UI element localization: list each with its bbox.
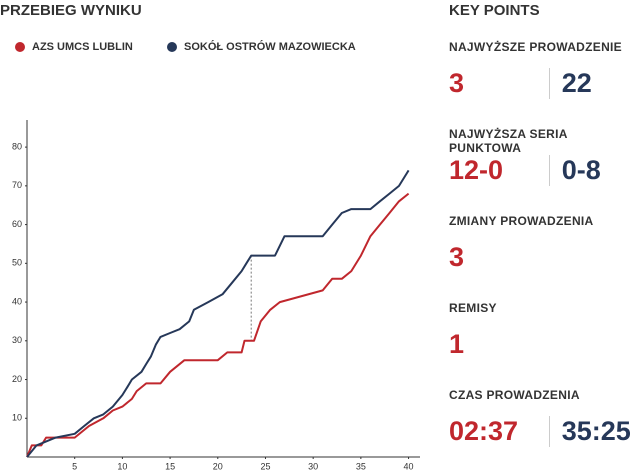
x-tick-label: 20 <box>213 461 223 471</box>
key-point-value: 35:25 <box>548 415 640 447</box>
key-point: REMISY 1 <box>449 301 640 388</box>
x-tick-label: 35 <box>356 461 366 471</box>
key-point-value: 22 <box>548 67 640 99</box>
x-tick-label: 40 <box>404 461 414 471</box>
key-point-value: 02:37 <box>449 415 519 446</box>
y-tick-label: 80 <box>12 141 22 151</box>
key-point-label: ZMIANY PROWADZENIA <box>449 214 594 228</box>
key-point-values: 12-0 0-8 <box>449 147 640 193</box>
series-line <box>26 192 410 458</box>
x-tick-label: 5 <box>72 461 77 471</box>
y-tick-label: 60 <box>12 219 22 229</box>
y-tick-label: 50 <box>12 258 22 268</box>
key-point-values: 3 <box>449 234 640 280</box>
key-point: CZAS PROWADZENIA 02:37 35:25 <box>449 388 640 475</box>
key-point: NAJWYŻSZA SERIA PUNKTOWA 12-0 0-8 <box>449 127 640 214</box>
key-point-label: NAJWYŻSZA SERIA PUNKTOWA <box>449 127 568 155</box>
key-point-values: 1 <box>449 321 640 367</box>
key-point-value: 3 <box>449 241 465 272</box>
legend-label: SOKÓŁ OSTRÓW MAZOWIECKA <box>184 40 356 53</box>
key-point-label: CZAS PROWADZENIA <box>449 388 580 402</box>
x-tick-label: 25 <box>260 461 270 471</box>
chart: 10 20 30 40 50 60 70 80 5 10 15 20 25 30 35 40 AZS UMCS … <box>12 40 420 471</box>
key-points-title: KEY POINTS <box>449 2 540 19</box>
y-tick-label: 40 <box>12 296 22 306</box>
x-tick-label: 30 <box>308 461 318 471</box>
key-point-value: 3 <box>449 67 465 98</box>
legend-label: AZS UMCS LUBLIN <box>32 41 133 53</box>
x-tick-label: 10 <box>117 461 127 471</box>
x-tick-label: 15 <box>165 461 175 471</box>
key-point-values: 02:37 35:25 <box>449 408 640 454</box>
key-point-label: NAJWYŻSZE PROWADZENIE <box>449 40 622 54</box>
y-tick-label: 20 <box>12 374 22 384</box>
legend-marker <box>167 42 177 52</box>
key-point: NAJWYŻSZE PROWADZENIE 3 22 <box>449 40 640 127</box>
y-tick-label: 70 <box>12 180 22 190</box>
y-tick-label: 10 <box>12 413 22 423</box>
chart-title: PRZEBIEG WYNIKU <box>0 2 142 19</box>
key-point-values: 3 22 <box>449 60 640 106</box>
series-line <box>26 169 410 458</box>
key-point-label: REMISY <box>449 301 497 315</box>
key-point-value: 0-8 <box>548 154 640 186</box>
key-point-value: 12-0 <box>449 154 504 185</box>
key-point: ZMIANY PROWADZENIA 3 <box>449 214 640 301</box>
key-points: KEY POINTS NAJWYŻSZE PROWADZENIE 3 22 NAJWY… <box>449 2 640 475</box>
y-tick-label: 30 <box>12 335 22 345</box>
legend-marker <box>15 42 25 52</box>
key-point-value: 1 <box>449 328 465 359</box>
